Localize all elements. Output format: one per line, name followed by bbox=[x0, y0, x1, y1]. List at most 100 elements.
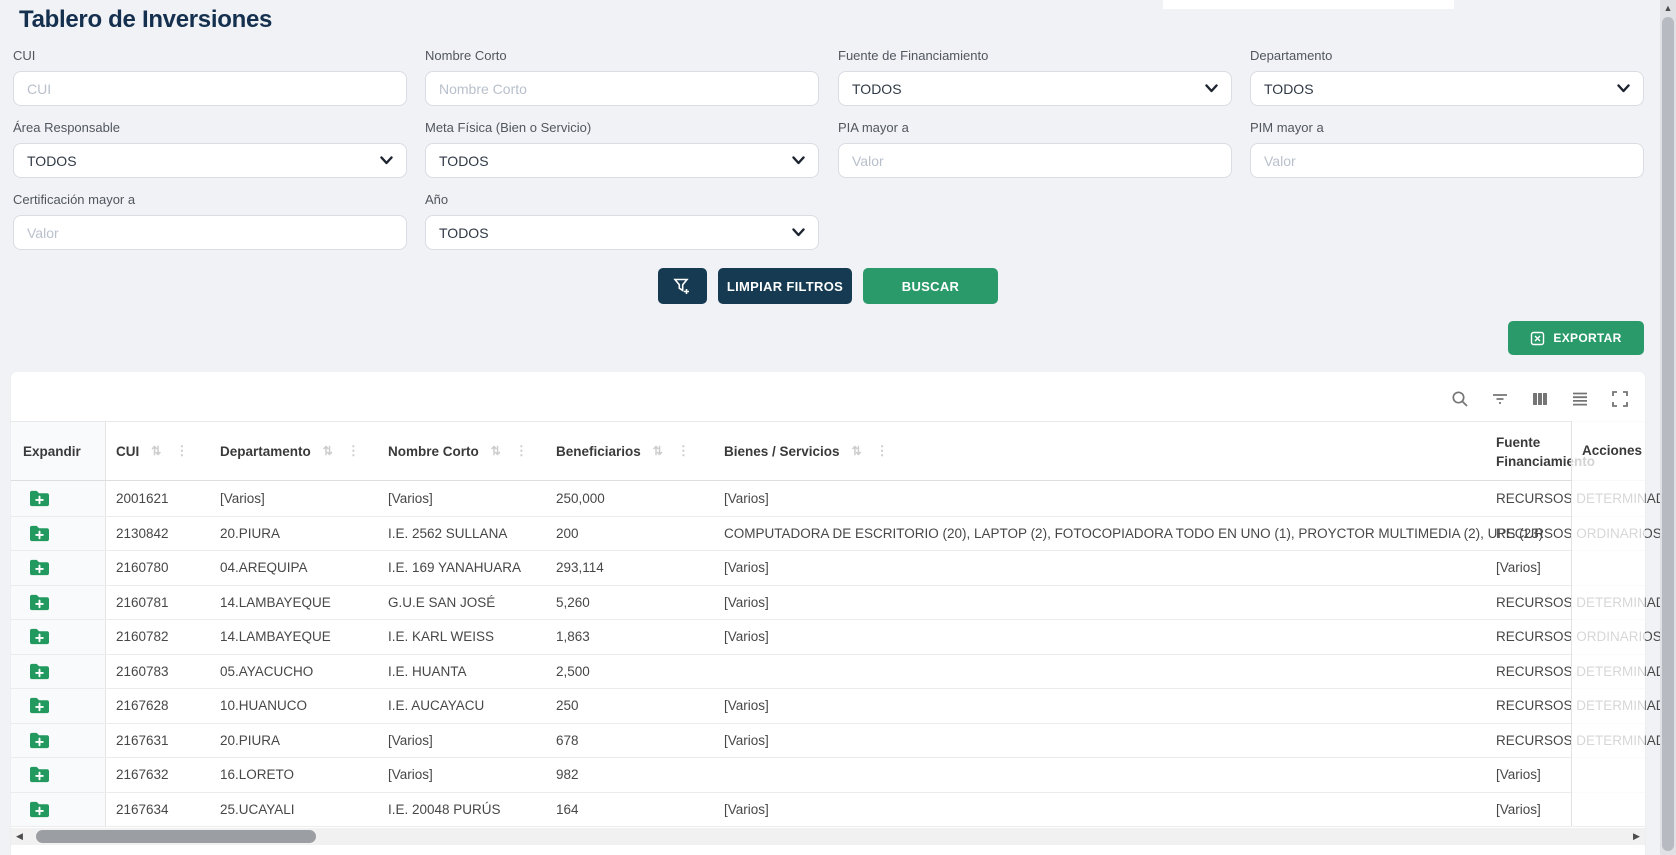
cell-fuente-financiamiento: [Varios] bbox=[1496, 767, 1541, 782]
pim-mayor-a-input[interactable] bbox=[1250, 143, 1644, 178]
expand-row-button[interactable] bbox=[28, 558, 52, 578]
cell-departamento: 25.UCAYALI bbox=[220, 801, 295, 817]
expand-cell bbox=[11, 482, 106, 517]
sort-icon[interactable]: ⇅ bbox=[851, 444, 862, 458]
column-header-fuente-financiamiento: Fuente Financiamiento bbox=[1496, 435, 1596, 469]
folder-plus-icon bbox=[28, 489, 51, 509]
table-toolbar bbox=[1449, 386, 1631, 412]
filter-field-area-responsable: Área Responsable TODOS bbox=[13, 120, 407, 178]
limpiar-filtros-button[interactable]: LIMPIAR FILTROS bbox=[718, 268, 852, 304]
filter-field-pia-mayor-a: PIA mayor a bbox=[838, 120, 1232, 178]
vertical-scrollbar: ▲ bbox=[1660, 0, 1676, 855]
exportar-button[interactable]: EXPORTAR bbox=[1508, 321, 1644, 355]
column-menu-icon[interactable]: ⋮ bbox=[175, 443, 189, 458]
filter-label-pim-mayor-a: PIM mayor a bbox=[1250, 120, 1324, 135]
scroll-right-arrow-icon[interactable]: ▶ bbox=[1633, 831, 1640, 841]
cell-cui: 2167632 bbox=[116, 767, 169, 782]
sort-icon[interactable]: ⇅ bbox=[490, 444, 501, 458]
add-filter-button[interactable] bbox=[658, 268, 707, 304]
expand-row-button[interactable] bbox=[28, 662, 52, 682]
chevron-down-icon bbox=[1197, 84, 1218, 93]
meta-fisica-select[interactable]: TODOS bbox=[425, 143, 819, 178]
expand-row-button[interactable] bbox=[28, 593, 52, 613]
sort-icon[interactable]: ⇅ bbox=[322, 444, 333, 458]
cell-nombre-corto: I.E. 169 YANAHUARA bbox=[388, 560, 522, 575]
cell-bienes-servicios: [Varios] bbox=[724, 629, 769, 644]
expand-cell bbox=[11, 620, 106, 655]
horizontal-scroll-track[interactable] bbox=[28, 828, 1628, 845]
cui-input[interactable] bbox=[13, 71, 407, 106]
fullscreen-icon[interactable] bbox=[1609, 388, 1631, 410]
filter-field-nombre-corto: Nombre Corto bbox=[425, 48, 819, 106]
columns-icon[interactable] bbox=[1529, 388, 1551, 410]
scroll-left-arrow-icon[interactable]: ◀ bbox=[16, 831, 23, 841]
expand-row-button[interactable] bbox=[28, 489, 52, 509]
sort-icon[interactable]: ⇅ bbox=[151, 444, 162, 458]
column-menu-icon[interactable]: ⋮ bbox=[346, 443, 360, 458]
cell-nombre-corto: [Varios] bbox=[388, 491, 433, 506]
filter-field-meta-fisica: Meta Física (Bien o Servicio) TODOS bbox=[425, 120, 819, 178]
density-icon[interactable] bbox=[1569, 388, 1591, 410]
folder-plus-icon bbox=[28, 627, 51, 647]
column-menu-icon[interactable]: ⋮ bbox=[875, 443, 889, 458]
table-row: 2160781 14.LAMBAYEQUE G.U.E SAN JOSÉ 5,260 [… bbox=[11, 586, 1676, 620]
cell-beneficiarios: 293,114 bbox=[556, 560, 604, 575]
cell-bienes-servicios: [Varios] bbox=[724, 491, 769, 506]
buscar-button[interactable]: BUSCAR bbox=[863, 268, 998, 304]
expand-row-button[interactable] bbox=[28, 800, 52, 820]
horizontal-scrollbar: ◀ ▶ bbox=[11, 828, 1645, 845]
cell-cui: 2167634 bbox=[116, 801, 169, 817]
chevron-down-icon bbox=[1609, 84, 1630, 93]
sort-icon[interactable]: ⇅ bbox=[652, 444, 663, 458]
column-menu-icon[interactable]: ⋮ bbox=[514, 443, 528, 458]
filter-label-cui: CUI bbox=[13, 48, 36, 63]
column-header-beneficiarios[interactable]: Beneficiarios ⇅ ⋮ bbox=[556, 443, 690, 459]
cell-departamento: 14.LAMBAYEQUE bbox=[220, 594, 331, 610]
nombre-corto-input[interactable] bbox=[425, 71, 819, 106]
cell-bienes-servicios: [Varios] bbox=[724, 801, 769, 817]
scroll-up-arrow-icon[interactable]: ▲ bbox=[1663, 3, 1673, 13]
pia-mayor-a-input[interactable] bbox=[838, 143, 1232, 178]
horizontal-scroll-thumb[interactable] bbox=[36, 830, 316, 843]
expand-cell bbox=[11, 517, 106, 552]
anio-select-value: TODOS bbox=[439, 224, 489, 241]
column-header-nombre-corto[interactable]: Nombre Corto ⇅ ⋮ bbox=[388, 443, 528, 459]
cell-departamento: 16.LORETO bbox=[220, 767, 295, 782]
fuente-financiamiento-select[interactable]: TODOS bbox=[838, 71, 1232, 106]
expand-cell bbox=[11, 689, 106, 724]
folder-plus-icon bbox=[28, 593, 51, 613]
expand-cell bbox=[11, 758, 106, 793]
folder-plus-icon bbox=[28, 731, 51, 751]
expand-row-button[interactable] bbox=[28, 731, 52, 751]
filter-label-meta-fisica: Meta Física (Bien o Servicio) bbox=[425, 120, 592, 135]
anio-select[interactable]: TODOS bbox=[425, 215, 819, 250]
fuente-financiamiento-select-value: TODOS bbox=[852, 80, 902, 97]
folder-plus-icon bbox=[28, 765, 51, 785]
area-responsable-select-value: TODOS bbox=[27, 152, 77, 169]
filter-icon[interactable] bbox=[1489, 388, 1511, 410]
filter-field-cui: CUI bbox=[13, 48, 407, 106]
chevron-down-icon bbox=[784, 228, 805, 237]
expand-row-button[interactable] bbox=[28, 765, 52, 785]
filter-label-certificacion-mayor-a: Certificación mayor a bbox=[13, 192, 136, 207]
expand-row-button[interactable] bbox=[28, 524, 52, 544]
search-icon[interactable] bbox=[1449, 388, 1471, 410]
vertical-scroll-thumb[interactable] bbox=[1662, 17, 1674, 851]
departamento-select[interactable]: TODOS bbox=[1250, 71, 1644, 106]
area-responsable-select[interactable]: TODOS bbox=[13, 143, 407, 178]
cell-nombre-corto: I.E. 2562 SULLANA bbox=[388, 525, 508, 541]
cell-bienes-servicios: [Varios] bbox=[724, 732, 769, 748]
column-header-bienes-servicios[interactable]: Bienes / Servicios ⇅ ⋮ bbox=[724, 443, 889, 459]
column-header-departamento[interactable]: Departamento ⇅ ⋮ bbox=[220, 443, 360, 459]
column-header-cui[interactable]: CUI ⇅ ⋮ bbox=[116, 443, 189, 459]
certificacion-mayor-a-input[interactable] bbox=[13, 215, 407, 250]
expand-row-button[interactable] bbox=[28, 696, 52, 716]
top-white-strip bbox=[1163, 0, 1454, 9]
table-row: 2160782 14.LAMBAYEQUE I.E. KARL WEISS 1,863… bbox=[11, 620, 1662, 655]
expand-row-button[interactable] bbox=[28, 627, 52, 647]
expand-cell bbox=[11, 551, 106, 586]
meta-fisica-select-value: TODOS bbox=[439, 152, 489, 169]
column-menu-icon[interactable]: ⋮ bbox=[676, 443, 690, 458]
cell-beneficiarios: 1,863 bbox=[556, 629, 590, 644]
